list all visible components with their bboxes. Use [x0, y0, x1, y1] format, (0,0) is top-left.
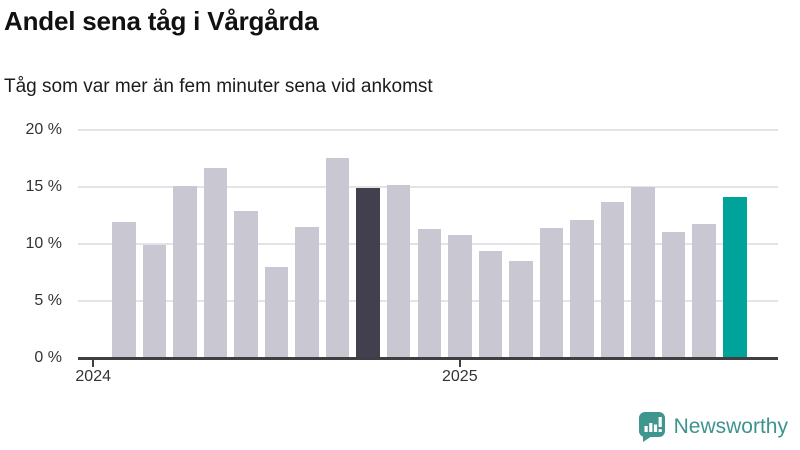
bar-2024-03 [142, 245, 167, 357]
bar-2024-06 [234, 211, 258, 357]
bar-2024-02 [112, 222, 136, 357]
bar-2025-02 [478, 250, 503, 357]
plot-area: 2024 2025 [75, 129, 778, 385]
bar-2025-09 [692, 223, 716, 357]
y-tick-label-20: 20 % [25, 121, 62, 138]
bar-2025-05 [570, 220, 594, 357]
y-tick-label-5: 5 % [34, 292, 62, 309]
bar-2025-07 [631, 187, 655, 357]
x-tick-2024 [92, 360, 95, 367]
bar-2025-04 [539, 228, 564, 357]
newsworthy-bubble-icon [638, 412, 665, 442]
bar-2024-10 [356, 188, 380, 357]
bar-2025-10 [723, 197, 747, 357]
chart-subtitle: Tåg som var mer än fem minuter sena vid … [4, 76, 433, 97]
x-tick-label-2025: 2025 [442, 368, 478, 385]
bar-2024-05 [203, 167, 228, 357]
bar-2024-08 [295, 227, 319, 357]
bar-2024-12 [417, 229, 441, 357]
bar-2025-06 [600, 201, 625, 357]
chart-title: Andel sena tåg i Vårgårda [4, 6, 319, 36]
bar-chart: 0 % 5 % 10 % 15 % 20 % 2024 2025 [0, 121, 800, 385]
x-tick-label-2024: 2024 [75, 368, 111, 385]
y-tick-label-15: 15 % [25, 178, 62, 195]
bar-2024-04 [173, 186, 197, 357]
bar-2025-08 [661, 231, 686, 357]
bar-2025-03 [509, 261, 533, 357]
bar-2025-01 [448, 235, 472, 357]
y-tick-label-10: 10 % [25, 235, 62, 252]
x-axis-line [78, 357, 778, 360]
x-tick-2025 [458, 360, 461, 367]
gridline-20 [78, 129, 778, 131]
y-tick-label-0: 0 % [34, 349, 62, 366]
newsworthy-wordmark: Newsworthy [673, 414, 788, 438]
bar-2024-09 [325, 157, 350, 357]
newsworthy-logo: Newsworthy [638, 411, 788, 442]
gridline-15 [78, 186, 778, 188]
bar-2024-07 [264, 266, 289, 357]
bar-2024-11 [386, 184, 411, 357]
